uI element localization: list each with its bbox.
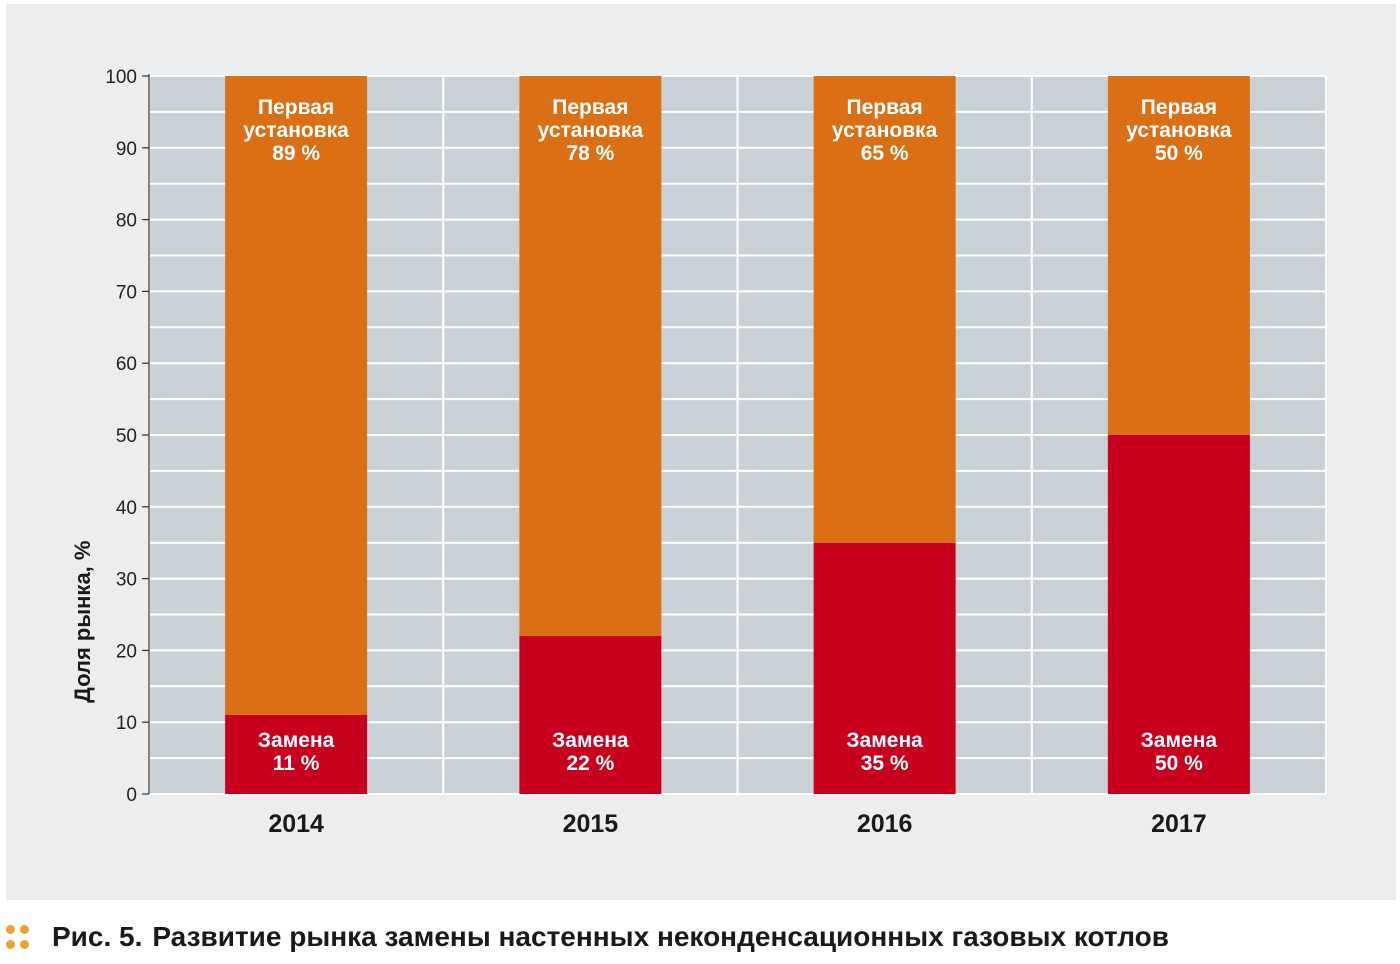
data-label-replacement: 11 %	[273, 752, 320, 775]
x-category-label: 2016	[857, 810, 913, 838]
x-category-label: 2015	[563, 810, 619, 838]
bar-segment-replacement	[1107, 435, 1250, 794]
bar-segment-replacement	[813, 542, 956, 794]
y-tick-label: 70	[116, 282, 137, 303]
y-tick-label: 40	[116, 498, 137, 519]
caption-text: Развитие рынка замены настенных неконден…	[152, 921, 1169, 952]
x-category-label: 2017	[1151, 810, 1207, 838]
y-tick-label: 80	[116, 211, 137, 232]
data-label-replacement: Замена	[258, 729, 335, 752]
data-label-replacement: 22 %	[566, 752, 614, 775]
data-label-first-install: установка	[243, 119, 349, 142]
y-tick-label: 20	[116, 641, 137, 662]
data-label-replacement: Замена	[846, 729, 923, 752]
data-label-replacement: 35 %	[861, 752, 909, 775]
y-tick-label: 10	[116, 713, 137, 734]
y-axis-label: Доля рынка, %	[70, 541, 95, 703]
bar-segment-replacement	[225, 715, 368, 794]
data-label-first-install: 50 %	[1155, 142, 1203, 165]
chart-panel: 0 10 20 30 40 50 60 70 80 90 100 Доля рынка, % Замен…	[6, 4, 1396, 900]
dots-icon	[6, 925, 30, 949]
bar-segment-first-install	[225, 76, 368, 716]
data-label-first-install: Первая	[1141, 96, 1217, 119]
data-label-first-install: Первая	[258, 96, 334, 119]
data-label-replacement: Замена	[552, 729, 629, 752]
data-label-first-install: установка	[538, 119, 644, 142]
data-label-first-install: 65 %	[861, 142, 909, 165]
data-label-first-install: 78 %	[566, 142, 614, 165]
bar-segment-first-install	[813, 76, 956, 543]
data-label-first-install: установка	[1126, 119, 1232, 142]
bar-segment-first-install	[1107, 76, 1250, 435]
y-tick-label: 30	[116, 570, 137, 591]
figure-caption: Рис. 5. Развитие рынка замены настенных …	[6, 914, 1169, 960]
data-label-first-install: установка	[832, 119, 938, 142]
y-tick-label: 100	[105, 67, 137, 88]
bar-segment-first-install	[519, 76, 662, 637]
data-label-first-install: Первая	[847, 96, 923, 119]
y-tick-label: 50	[116, 426, 137, 447]
data-label-replacement: 50 %	[1155, 752, 1203, 775]
y-tick-label: 0	[126, 785, 137, 806]
caption-label: Рис. 5.	[52, 921, 143, 952]
stacked-bar-chart: 0 10 20 30 40 50 60 70 80 90 100 Доля рынка, % Замен…	[70, 67, 1327, 838]
bar-segment-replacement	[519, 636, 662, 794]
x-category-label: 2014	[268, 810, 324, 838]
data-label-first-install: 89 %	[272, 142, 320, 165]
data-label-replacement: Замена	[1141, 729, 1218, 752]
y-tick-label: 90	[116, 139, 137, 160]
y-tick-label: 60	[116, 354, 137, 375]
data-label-first-install: Первая	[552, 96, 628, 119]
